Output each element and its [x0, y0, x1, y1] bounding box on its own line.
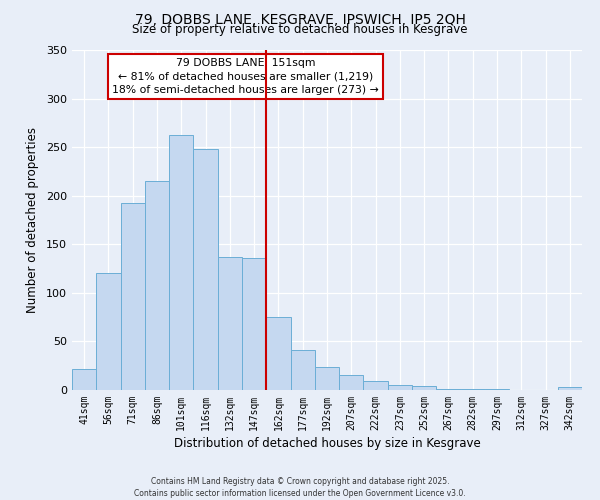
Bar	[72, 368, 96, 390]
Bar	[96, 274, 121, 390]
Bar	[315, 366, 339, 390]
Bar	[485, 389, 509, 390]
Bar	[290, 350, 315, 390]
Bar	[145, 181, 169, 390]
Bar	[364, 382, 388, 390]
Bar	[218, 257, 242, 390]
Bar	[339, 376, 364, 390]
X-axis label: Distribution of detached houses by size in Kesgrave: Distribution of detached houses by size …	[173, 437, 481, 450]
Bar	[121, 202, 145, 390]
Text: 79, DOBBS LANE, KESGRAVE, IPSWICH, IP5 2QH: 79, DOBBS LANE, KESGRAVE, IPSWICH, IP5 2…	[134, 12, 466, 26]
Bar	[388, 385, 412, 390]
Bar	[266, 317, 290, 390]
Bar	[169, 134, 193, 390]
Text: 79 DOBBS LANE: 151sqm
← 81% of detached houses are smaller (1,219)
18% of semi-d: 79 DOBBS LANE: 151sqm ← 81% of detached …	[112, 58, 379, 95]
Text: Contains HM Land Registry data © Crown copyright and database right 2025.
Contai: Contains HM Land Registry data © Crown c…	[134, 476, 466, 498]
Bar	[558, 387, 582, 390]
Bar	[242, 258, 266, 390]
Bar	[193, 149, 218, 390]
Bar	[436, 389, 461, 390]
Y-axis label: Number of detached properties: Number of detached properties	[26, 127, 39, 313]
Text: Size of property relative to detached houses in Kesgrave: Size of property relative to detached ho…	[132, 22, 468, 36]
Bar	[461, 389, 485, 390]
Bar	[412, 386, 436, 390]
